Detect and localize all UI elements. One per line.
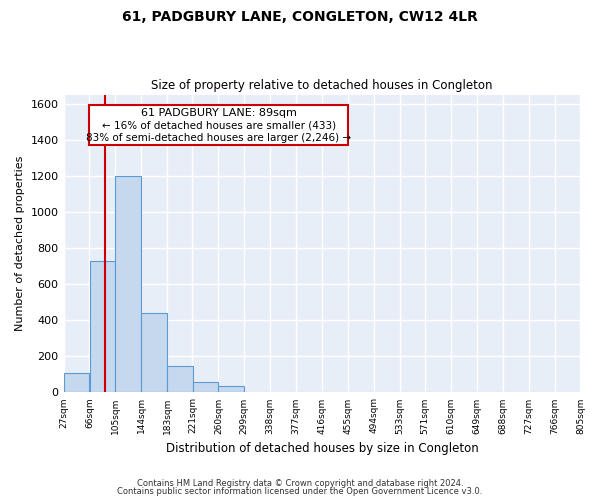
Text: Contains public sector information licensed under the Open Government Licence v3: Contains public sector information licen… — [118, 487, 482, 496]
Y-axis label: Number of detached properties: Number of detached properties — [15, 156, 25, 331]
Bar — [115, 176, 141, 392]
Bar — [142, 313, 167, 392]
Bar — [89, 260, 115, 392]
Text: ← 16% of detached houses are smaller (433): ← 16% of detached houses are smaller (43… — [101, 120, 336, 130]
Text: 61, PADGBURY LANE, CONGLETON, CW12 4LR: 61, PADGBURY LANE, CONGLETON, CW12 4LR — [122, 10, 478, 24]
Bar — [218, 386, 244, 392]
Bar — [193, 382, 218, 392]
Text: Contains HM Land Registry data © Crown copyright and database right 2024.: Contains HM Land Registry data © Crown c… — [137, 478, 463, 488]
Title: Size of property relative to detached houses in Congleton: Size of property relative to detached ho… — [151, 79, 493, 92]
X-axis label: Distribution of detached houses by size in Congleton: Distribution of detached houses by size … — [166, 442, 478, 455]
Bar — [64, 374, 89, 392]
Text: 83% of semi-detached houses are larger (2,246) →: 83% of semi-detached houses are larger (… — [86, 133, 351, 143]
Bar — [89, 106, 348, 145]
Text: 61 PADGBURY LANE: 89sqm: 61 PADGBURY LANE: 89sqm — [141, 108, 296, 118]
Bar — [167, 366, 193, 392]
